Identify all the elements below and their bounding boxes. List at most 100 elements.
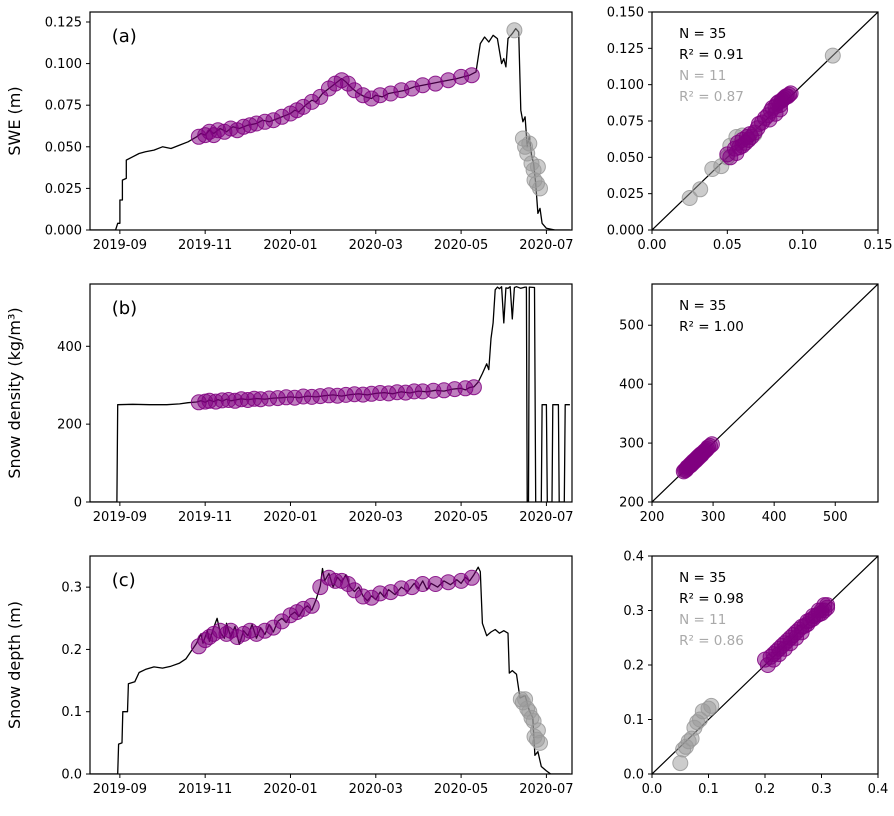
- annotation-text: R² = 0.91: [679, 47, 744, 63]
- y-tick-label: 400: [619, 378, 644, 393]
- x-tick-label: 2020-07: [519, 510, 573, 525]
- panel-label: (b): [112, 298, 137, 319]
- axes-box: [89, 11, 573, 231]
- in-situ-gray-point: [529, 158, 546, 175]
- y-tick-label: 0.075: [45, 99, 82, 114]
- x-tick-label: 200: [640, 510, 665, 525]
- x-tick-label: 400: [762, 510, 787, 525]
- plot-area: [652, 12, 878, 230]
- annotation-text: R² = 0.87: [679, 89, 744, 105]
- density-timeseries-panel: 2019-09 2019-11 2020-01 2020-03 2020-05 2020-…: [0, 272, 588, 544]
- swe-scatter-panel: 0.00 0.05 0.10 0.15 0.000 0.025 0.050 0.075 0.10…: [588, 0, 894, 272]
- axes-box: [651, 283, 879, 503]
- row-density: 2019-09 2019-11 2020-01 2020-03 2020-05 2020-…: [0, 272, 894, 544]
- y-tick-label: 0.050: [607, 151, 644, 166]
- y-tick-label: 500: [619, 319, 644, 334]
- density-compare-purple-point: [703, 436, 720, 453]
- timeseries-line: [90, 27, 570, 230]
- y-tick-label: 0.2: [623, 659, 644, 674]
- annotation-text: N = 35: [679, 570, 726, 586]
- x-tick-label: 300: [701, 510, 726, 525]
- y-tick-label: 0.0: [623, 768, 644, 783]
- y-tick-label: 0.125: [45, 15, 82, 30]
- y-tick-label: 0.2: [61, 643, 82, 658]
- y-axis-label: Snow depth (m): [5, 601, 24, 729]
- y-tick-label: 0.100: [607, 78, 644, 93]
- y-tick-label: 0.4: [623, 550, 644, 565]
- y-tick-label: 200: [619, 496, 644, 511]
- plot-area: [652, 284, 878, 502]
- swe-compare-gray-point: [681, 190, 698, 206]
- x-tick-label: 500: [823, 510, 848, 525]
- x-tick-label: 2020-05: [434, 238, 488, 253]
- x-tick-label: 0.15: [864, 238, 893, 253]
- plot-area: [90, 566, 570, 774]
- plot-area: [652, 556, 878, 774]
- annotation-text: R² = 0.86: [679, 633, 744, 649]
- depth-scatter-panel: 0.0 0.1 0.2 0.3 0.4 0.0 0.1 0.2 0.3 0.4 N = 35 R² =…: [588, 544, 894, 816]
- panel-label: (c): [112, 570, 136, 591]
- y-axis-label: SWE (m): [5, 86, 24, 155]
- x-tick-label: 0.3: [811, 782, 832, 797]
- swe-compare-purple-point: [761, 111, 778, 128]
- y-tick-label: 0.100: [45, 57, 82, 72]
- in-situ-gray-point: [532, 180, 548, 197]
- swe-compare-gray-point: [692, 181, 709, 198]
- y-tick-label: 0.075: [607, 115, 644, 130]
- y-tick-label: 0.1: [61, 705, 82, 720]
- depth-timeseries-panel: 2019-09 2019-11 2020-01 2020-03 2020-05 2020-…: [0, 544, 588, 816]
- swe-compare-purple-point: [782, 85, 799, 102]
- x-tick-label: 2020-03: [349, 510, 403, 525]
- x-tick-label: 0.00: [638, 238, 667, 253]
- annotation-text: N = 11: [679, 612, 726, 628]
- plot-area: [90, 22, 570, 230]
- y-tick-label: 300: [619, 437, 644, 452]
- annotation-text: R² = 0.98: [679, 591, 744, 607]
- density-scatter-panel: 200 300 400 500 200 300 400 500 N = 35 R² = 1.00: [588, 272, 894, 544]
- annotation-text: N = 35: [679, 26, 726, 42]
- swe-compare-gray-point: [824, 47, 841, 64]
- y-tick-label: 0: [74, 496, 82, 511]
- y-tick-label: 0.125: [607, 42, 644, 57]
- y-tick-label: 400: [57, 340, 82, 355]
- y-tick-label: 0.0: [61, 768, 82, 783]
- in-situ-purple-point: [303, 597, 320, 614]
- x-tick-label: 0.2: [755, 782, 776, 797]
- annotation-text: R² = 1.00: [679, 319, 744, 335]
- x-tick-label: 2019-09: [93, 782, 147, 797]
- x-tick-label: 2020-07: [519, 238, 573, 253]
- x-tick-label: 0.1: [698, 782, 719, 797]
- depth-compare-gray-point: [672, 755, 689, 772]
- timeseries-line: [90, 566, 570, 774]
- panel-label: (a): [112, 26, 137, 47]
- in-situ-gray-point: [506, 22, 523, 39]
- y-tick-label: 0.000: [607, 224, 644, 239]
- in-situ-purple-point: [463, 569, 480, 586]
- annotation-text: N = 35: [679, 298, 726, 314]
- swe-timeseries-panel: 2019-09 2019-11 2020-01 2020-03 2020-05 2020-…: [0, 0, 588, 272]
- x-tick-label: 0.05: [713, 238, 742, 253]
- row-swe: 2019-09 2019-11 2020-01 2020-03 2020-05 2020-…: [0, 0, 894, 272]
- depth-compare-gray-point: [703, 697, 720, 714]
- y-tick-label: 0.1: [623, 713, 644, 728]
- y-axis-label: Snow density (kg/m³): [5, 307, 24, 478]
- y-tick-label: 0.000: [45, 224, 82, 239]
- x-tick-label: 2020-01: [263, 510, 317, 525]
- y-tick-label: 0.150: [607, 6, 644, 21]
- x-tick-label: 2020-07: [519, 782, 573, 797]
- x-tick-label: 0.10: [788, 238, 817, 253]
- y-tick-label: 0.3: [61, 581, 82, 596]
- y-tick-label: 0.025: [607, 187, 644, 202]
- x-tick-label: 2019-11: [178, 238, 232, 253]
- y-tick-label: 0.025: [45, 182, 82, 197]
- x-tick-label: 2020-01: [263, 782, 317, 797]
- x-tick-label: 2019-09: [93, 510, 147, 525]
- x-tick-label: 2020-05: [434, 782, 488, 797]
- axes-box: [89, 555, 573, 775]
- x-tick-label: 2019-11: [178, 782, 232, 797]
- y-tick-label: 0.3: [623, 604, 644, 619]
- y-tick-label: 0.050: [45, 140, 82, 155]
- plot-area: [90, 286, 570, 502]
- x-tick-label: 2020-03: [349, 238, 403, 253]
